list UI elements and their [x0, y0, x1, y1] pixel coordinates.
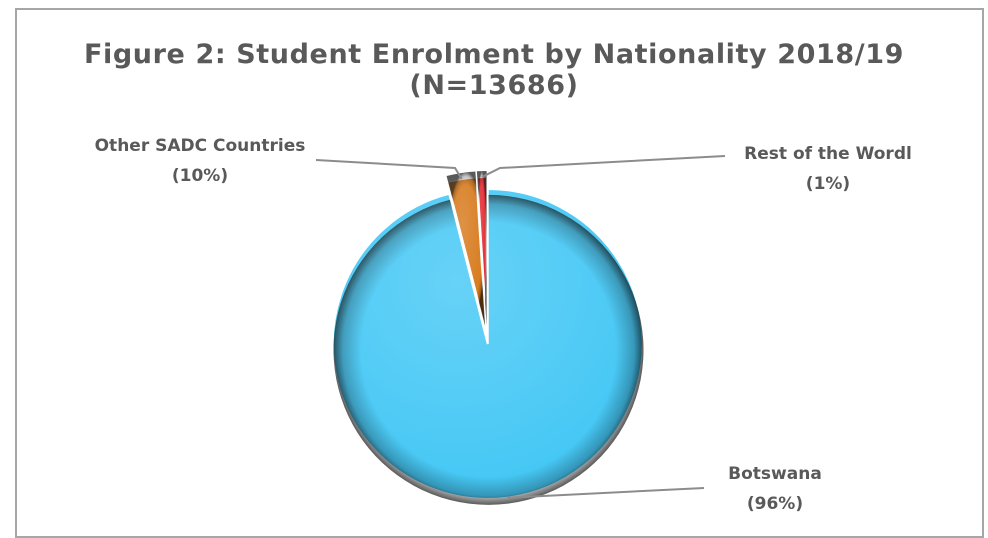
- label-rest-of-world-name: Rest of the Wordl: [744, 144, 912, 164]
- label-botswana: Botswana (96%): [715, 459, 835, 519]
- label-rest-of-world: Rest of the Wordl (1%): [728, 139, 928, 199]
- pie-chart: [315, 155, 726, 505]
- leader-other-sadc: [315, 159, 463, 180]
- label-botswana-name: Botswana: [728, 464, 822, 484]
- chart-title: Figure 2: Student Enrolment by Nationali…: [83, 39, 905, 101]
- slice-botswana: [331, 187, 644, 505]
- label-rest-of-world-value: (1%): [805, 174, 851, 194]
- label-botswana-value: (96%): [746, 494, 804, 514]
- label-other-sadc: Other SADC Countries (10%): [84, 131, 316, 191]
- label-other-sadc-name: Other SADC Countries: [94, 136, 306, 156]
- label-other-sadc-value: (10%): [171, 166, 229, 186]
- leader-botswana: [507, 487, 705, 499]
- leader-rest-of-world: [481, 155, 726, 178]
- slice-rest-of-world: [476, 171, 488, 333]
